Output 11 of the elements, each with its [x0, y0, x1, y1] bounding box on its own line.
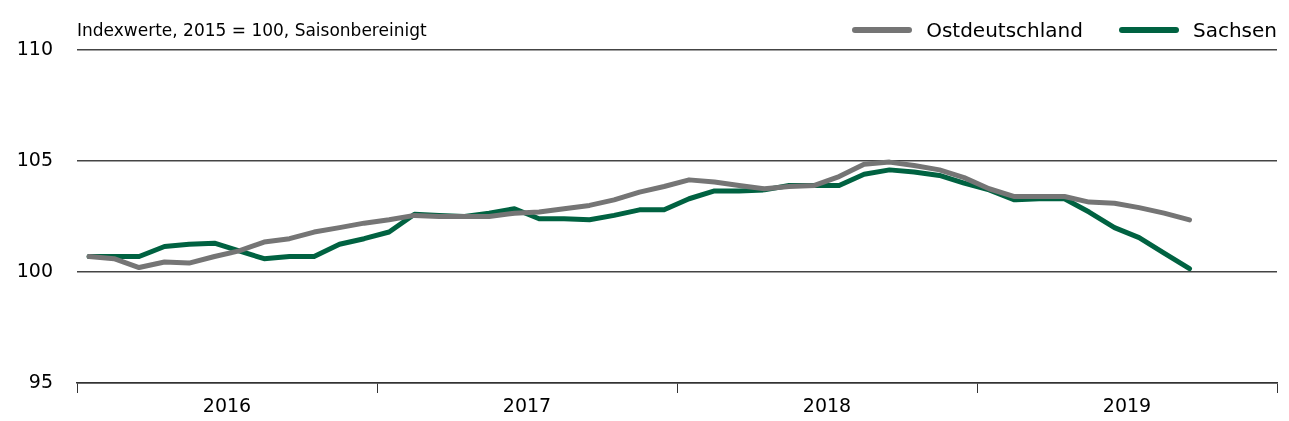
x-tick-label: 2018	[802, 394, 852, 417]
x-tick-label: 2019	[1102, 394, 1152, 417]
y-tick-label: 105	[16, 147, 53, 170]
x-tick-label: 2017	[502, 394, 552, 417]
x-tick-label: 2016	[202, 394, 252, 417]
legend-label: Ostdeutschland	[926, 18, 1083, 42]
chart-title: Indexwerte, 2015 = 100, Saisonbereinigt	[77, 20, 427, 40]
y-tick-label: 110	[16, 36, 53, 59]
legend-label: Sachsen	[1192, 18, 1277, 42]
y-tick-label: 95	[28, 369, 53, 392]
y-tick-label: 100	[16, 258, 53, 281]
